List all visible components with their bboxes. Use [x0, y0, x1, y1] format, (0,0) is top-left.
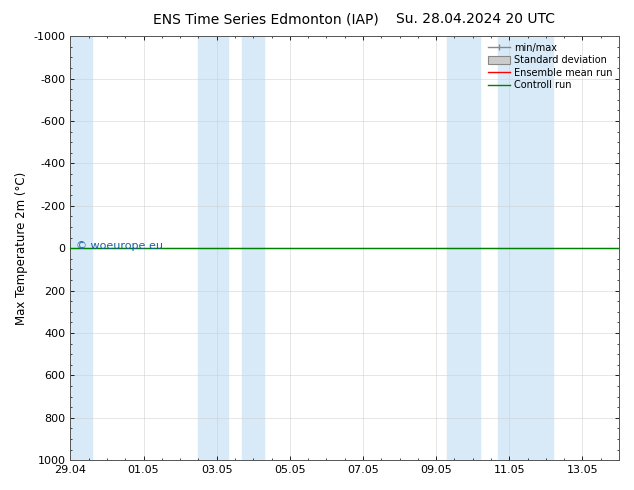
Bar — [498, 36, 553, 460]
Text: © woeurope.eu: © woeurope.eu — [76, 241, 163, 251]
Text: ENS Time Series Edmonton (IAP): ENS Time Series Edmonton (IAP) — [153, 12, 379, 26]
Y-axis label: Max Temperature 2m (°C): Max Temperature 2m (°C) — [15, 172, 28, 325]
Bar — [198, 36, 228, 460]
Bar — [447, 36, 480, 460]
Legend: min/max, Standard deviation, Ensemble mean run, Controll run: min/max, Standard deviation, Ensemble me… — [486, 41, 614, 92]
Text: Su. 28.04.2024 20 UTC: Su. 28.04.2024 20 UTC — [396, 12, 555, 26]
Bar — [242, 36, 264, 460]
Bar — [70, 36, 93, 460]
